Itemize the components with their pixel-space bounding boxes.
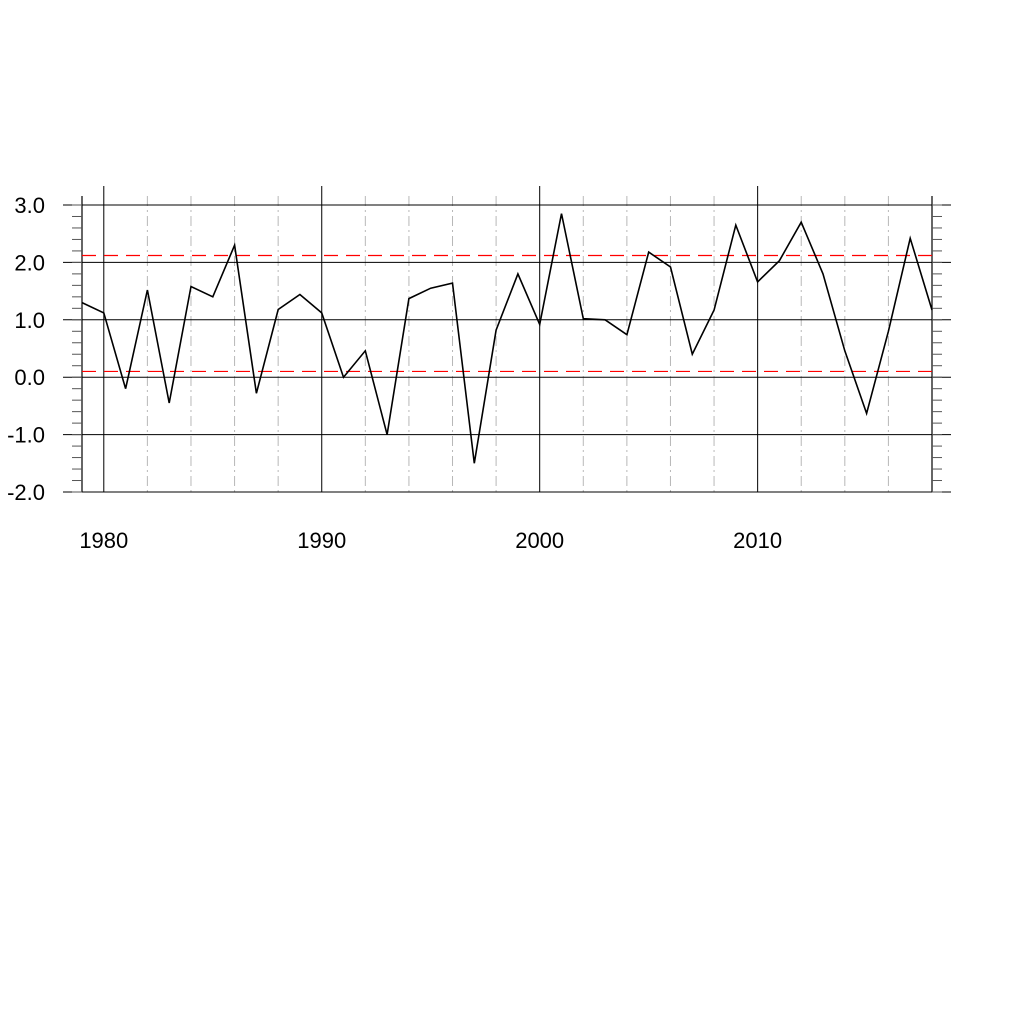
y-tick-label: -1.0	[7, 423, 45, 448]
x-tick-label: 1980	[79, 528, 128, 553]
x-tick-label: 1990	[297, 528, 346, 553]
y-tick-label: 1.0	[14, 308, 45, 333]
y-tick-label: -2.0	[7, 480, 45, 505]
y-tick-label: 2.0	[14, 250, 45, 275]
y-tick-label: 0.0	[14, 365, 45, 390]
series-line	[81, 213, 933, 464]
y-tick-label: 3.0	[14, 193, 45, 218]
x-tick-label: 2010	[733, 528, 782, 553]
x-tick-label: 2000	[515, 528, 564, 553]
